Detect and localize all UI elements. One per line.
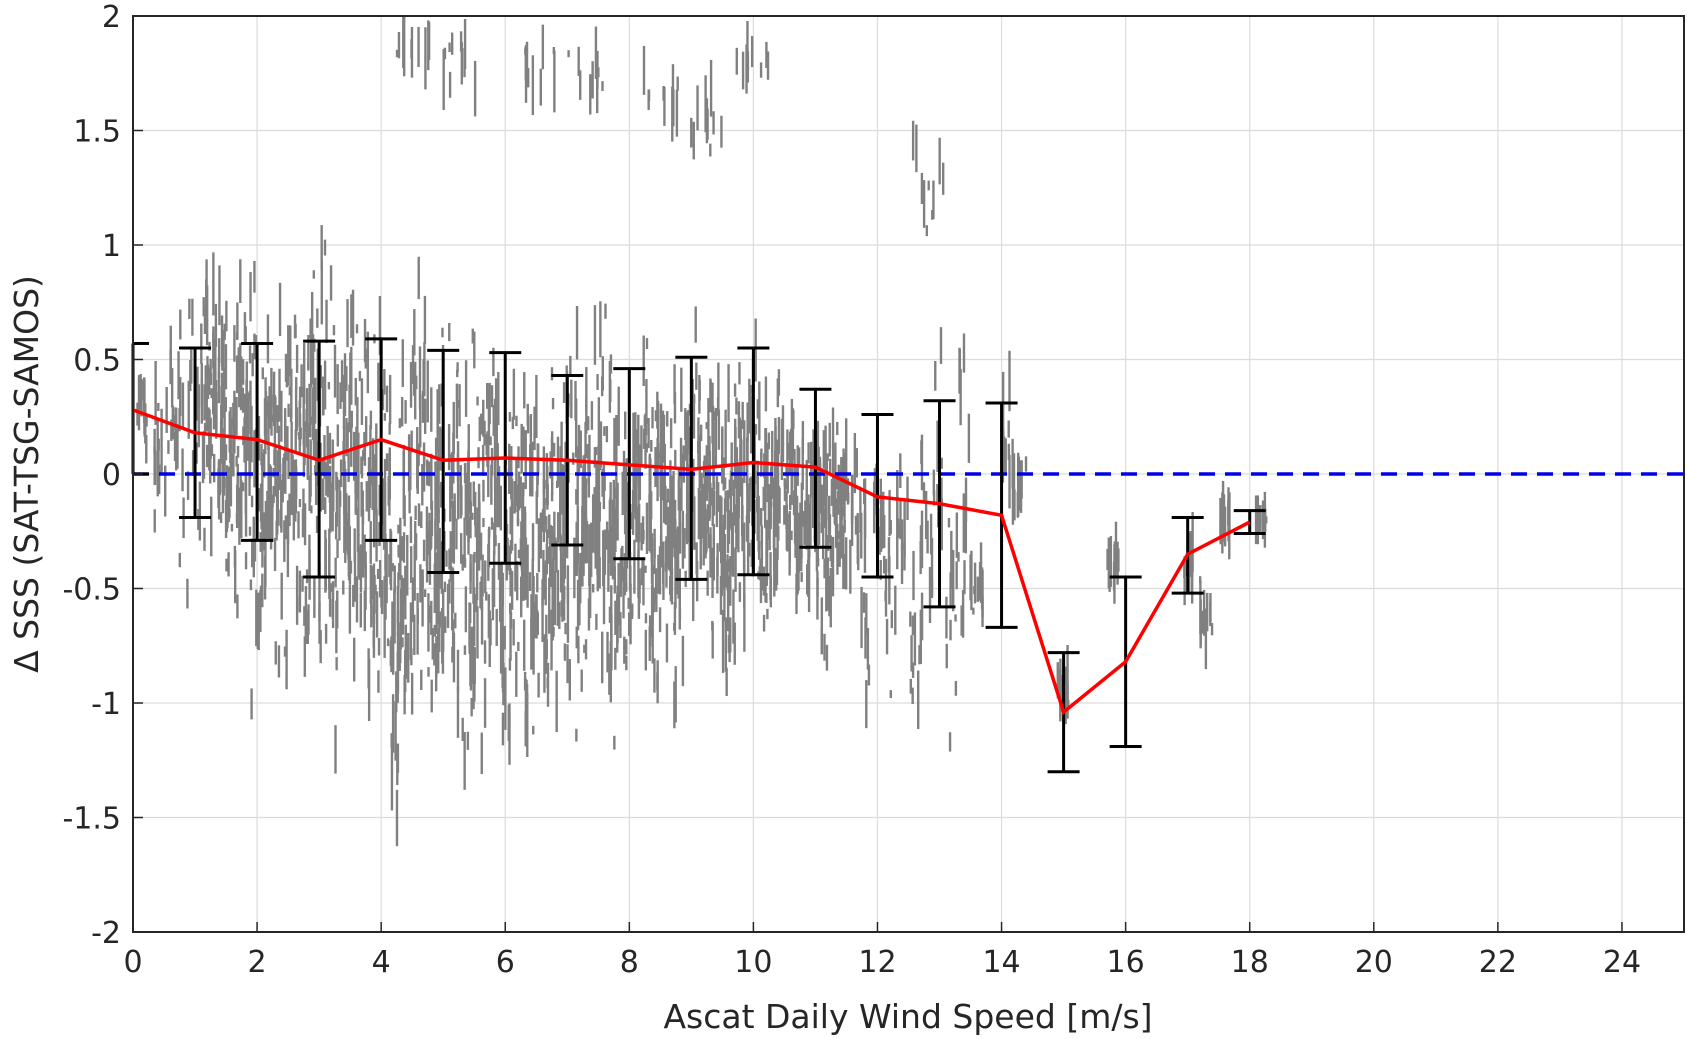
mean-line	[132, 408, 1251, 716]
x-tick-label: 12	[858, 945, 896, 980]
y-axis-ticks: -2 -1.5 -1 -0.5 0 0.5 1 1.5 2	[62, 0, 143, 951]
x-tick-label: 20	[1355, 945, 1393, 980]
y-tick-label: -1.5	[62, 802, 121, 837]
scatter-points	[136, 16, 1268, 847]
y-tick-label: 0.5	[73, 344, 121, 379]
x-tick-label: 8	[620, 945, 639, 980]
y-tick-label: -1	[91, 687, 121, 722]
x-tick-label: 18	[1231, 945, 1269, 980]
x-tick-label: 14	[982, 945, 1020, 980]
y-tick-label: 1	[102, 229, 121, 264]
x-tick-label: 6	[496, 945, 515, 980]
x-tick-label: 2	[248, 945, 267, 980]
y-tick-label: -0.5	[62, 573, 121, 608]
x-tick-label: 22	[1479, 945, 1517, 980]
x-axis-label: Ascat Daily Wind Speed [m/s]	[663, 997, 1152, 1036]
y-tick-label: -2	[91, 916, 121, 951]
x-tick-label: 16	[1107, 945, 1145, 980]
x-tick-label: 24	[1603, 945, 1641, 980]
x-axis-ticks: 0 2 4 6 8 10 12 14 16 18 20 22 24	[123, 922, 1641, 980]
y-axis-label: Δ SSS (SAT-TSG-SAMOS)	[7, 275, 46, 673]
y-tick-label: 1.5	[73, 115, 121, 150]
y-tick-label: 2	[102, 0, 121, 35]
y-tick-label: 0	[102, 458, 121, 493]
x-tick-label: 0	[123, 945, 142, 980]
x-tick-label: 10	[734, 945, 772, 980]
x-tick-label: 4	[372, 945, 391, 980]
